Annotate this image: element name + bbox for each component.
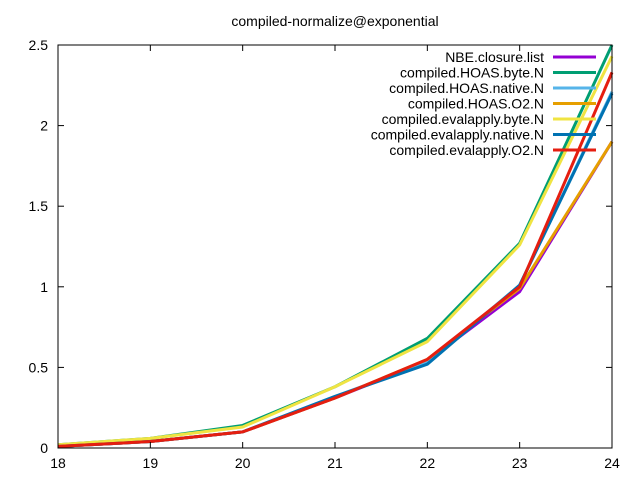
y-tick-label: 0.5	[29, 359, 49, 375]
x-tick-label: 19	[143, 455, 159, 471]
x-tick-label: 18	[50, 455, 66, 471]
series-line-0	[57, 140, 614, 448]
legend-label: NBE.closure.list	[445, 49, 544, 65]
y-tick-label: 1	[40, 279, 48, 295]
y-tick-label: 0	[40, 440, 48, 456]
x-tick-label: 20	[235, 455, 251, 471]
y-tick-label: 2	[40, 118, 48, 134]
x-tick-label: 24	[604, 455, 620, 471]
axis-layer: 18 19 20 21 22 23 24 0 0.5 1 1.5 2 2.5	[29, 37, 620, 471]
x-tick-label: 23	[512, 455, 528, 471]
y-tick-label: 1.5	[29, 198, 49, 214]
legend-label: compiled.HOAS.O2.N	[408, 96, 544, 112]
y-tick-label: 2.5	[29, 37, 49, 53]
legend-label: compiled.evalapply.byte.N	[382, 111, 544, 127]
series-line-3	[57, 140, 614, 448]
legend-label: compiled.evalapply.native.N	[371, 127, 544, 143]
series-line-6	[57, 71, 614, 448]
legend-label: compiled.HOAS.byte.N	[400, 65, 544, 81]
series-layer	[57, 44, 614, 448]
legend-label: compiled.evalapply.O2.N	[389, 142, 544, 158]
x-tick-label: 21	[327, 455, 343, 471]
x-tick-label: 22	[420, 455, 436, 471]
legend: NBE.closure.listcompiled.HOAS.byte.Ncomp…	[371, 49, 596, 158]
chart-title: compiled-normalize@exponential	[231, 13, 438, 29]
series-line-4	[57, 55, 614, 447]
legend-label: compiled.HOAS.native.N	[389, 80, 544, 96]
